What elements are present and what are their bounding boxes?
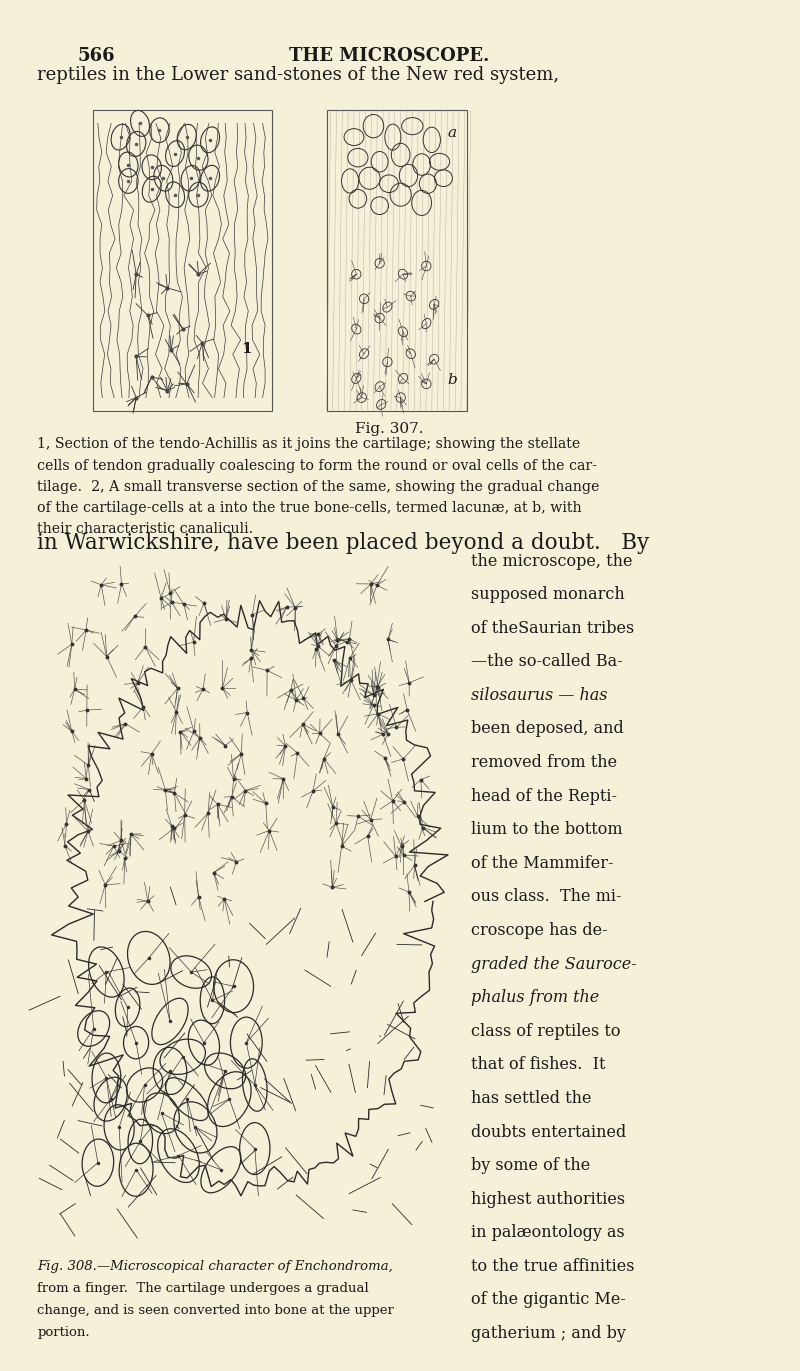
Text: phalus from the: phalus from the [470, 990, 599, 1006]
Text: gatherium ; and by: gatherium ; and by [470, 1324, 626, 1342]
Text: to the true affinities: to the true affinities [470, 1259, 634, 1275]
Text: ous class.  The mi-: ous class. The mi- [470, 888, 621, 905]
Text: 566: 566 [78, 47, 115, 64]
Text: removed from the: removed from the [470, 754, 617, 771]
Text: supposed monarch: supposed monarch [470, 587, 625, 603]
Text: cells of tendon gradually coalescing to form the round or oval cells of the car-: cells of tendon gradually coalescing to … [38, 458, 598, 473]
Text: b: b [447, 373, 457, 387]
Text: the microscope, the: the microscope, the [470, 553, 632, 569]
Text: croscope has de-: croscope has de- [470, 923, 607, 939]
Text: class of reptiles to: class of reptiles to [470, 1023, 620, 1039]
Text: of theSaurian tribes: of theSaurian tribes [470, 620, 634, 636]
Text: —the so-called Ba-: —the so-called Ba- [470, 654, 622, 670]
Text: lium to the bottom: lium to the bottom [470, 821, 622, 838]
Text: reptiles in the Lower sand-stones of the New red system,: reptiles in the Lower sand-stones of the… [38, 66, 559, 84]
Text: tilage.  2, A small transverse section of the same, showing the gradual change: tilage. 2, A small transverse section of… [38, 480, 600, 494]
Text: has settled the: has settled the [470, 1090, 591, 1106]
Text: highest authorities: highest authorities [470, 1190, 625, 1208]
Text: in Warwickshire, have been placed beyond a doubt.   By: in Warwickshire, have been placed beyond… [38, 532, 650, 554]
Text: of the Mammifer-: of the Mammifer- [470, 856, 613, 872]
Text: head of the Repti-: head of the Repti- [470, 787, 617, 805]
Text: of the cartilage-cells at a into the true bone-cells, termed lacunæ, at b, with: of the cartilage-cells at a into the tru… [38, 500, 582, 515]
Text: their characteristic canaliculi.: their characteristic canaliculi. [38, 522, 254, 536]
Text: been deposed, and: been deposed, and [470, 721, 623, 738]
Text: of the gigantic Me-: of the gigantic Me- [470, 1291, 626, 1308]
Text: that of fishes.  It: that of fishes. It [470, 1056, 605, 1073]
Text: portion.: portion. [38, 1326, 90, 1338]
Text: Fig. 308.—Microscopical character of Enchondroma,: Fig. 308.—Microscopical character of Enc… [38, 1260, 394, 1272]
Text: THE MICROSCOPE.: THE MICROSCOPE. [289, 47, 489, 64]
Text: doubts entertained: doubts entertained [470, 1124, 626, 1141]
Text: Fig. 307.: Fig. 307. [354, 422, 423, 436]
Text: from a finger.  The cartilage undergoes a gradual: from a finger. The cartilage undergoes a… [38, 1282, 369, 1294]
Text: change, and is seen converted into bone at the upper: change, and is seen converted into bone … [38, 1304, 394, 1316]
Text: in palæontology as: in palæontology as [470, 1224, 625, 1241]
Text: 1: 1 [241, 343, 252, 356]
Text: graded the Sauroce-: graded the Sauroce- [470, 956, 636, 972]
Text: a: a [447, 126, 457, 140]
Text: silosaurus — has: silosaurus — has [470, 687, 607, 703]
Text: 1, Section of the tendo-Achillis as it joins the cartilage; showing the stellate: 1, Section of the tendo-Achillis as it j… [38, 437, 581, 451]
Text: by some of the: by some of the [470, 1157, 590, 1174]
